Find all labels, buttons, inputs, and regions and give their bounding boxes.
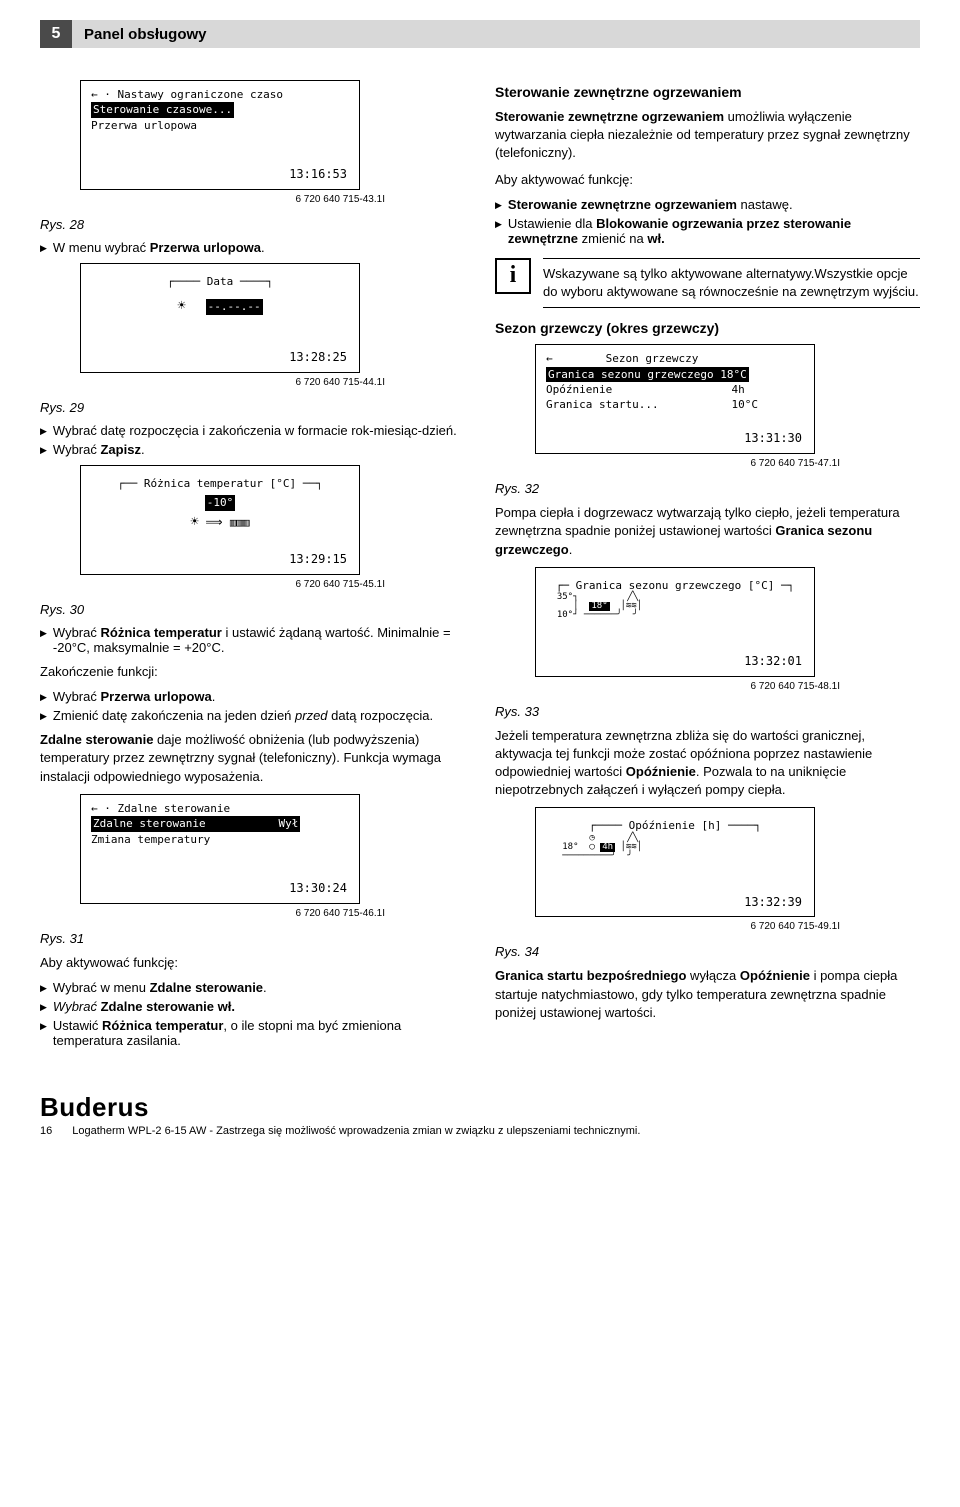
paragraph: Granica startu bezpośredniego wyłącza Op… xyxy=(495,967,920,1022)
lcd-title: Różnica temperatur [°C] xyxy=(144,477,296,490)
info-box: i Wskazywane są tylko aktywowane alterna… xyxy=(495,258,920,308)
lcd-time: 13:28:25 xyxy=(289,349,347,366)
paragraph: Sterowanie zewnętrzne ogrzewaniem umożli… xyxy=(495,108,920,163)
lcd-dashes: --.--.-- xyxy=(206,299,263,314)
lcd-screen-33: ┌─ Granica sezonu grzewczego [°C] ─┐ 35°… xyxy=(535,567,815,677)
sun-icon: ☀ xyxy=(190,514,198,530)
lcd-screen-32: ← Sezon grzewczy Granica sezonu grzewcze… xyxy=(535,344,815,454)
lcd-screen-28: ← · Nastawy ograniczone czaso Sterowanie… xyxy=(80,80,360,190)
figure-label: Rys. 33 xyxy=(495,704,920,719)
lcd-title: Opóźnienie [h] xyxy=(629,819,722,832)
lcd-line: Granica startu... 10°C xyxy=(546,397,804,412)
figure-caption: 6 720 640 715-48.1I xyxy=(495,681,920,692)
bullet-item: Wybrać w menu Zdalne sterowanie. xyxy=(40,980,465,995)
figure-caption: 6 720 640 715-49.1I xyxy=(495,921,920,932)
lcd-line-inverted: Granica sezonu grzewczego 18°C xyxy=(546,367,749,382)
lcd-line: Opóźnienie 4h xyxy=(546,382,804,397)
radiator-icon: ▥▥▥ xyxy=(230,516,250,529)
lcd-screen-34: ┌──── Opóźnienie [h] ────┐ ◷ ╱╲ 18° ◯ 4h… xyxy=(535,807,815,917)
arrow-icon: ⟹ xyxy=(205,515,229,529)
figure-caption: 6 720 640 715-44.1I xyxy=(40,377,465,388)
figure-label: Rys. 34 xyxy=(495,944,920,959)
bullet-item: Wybrać Zdalne sterowanie wł. xyxy=(40,999,465,1014)
paragraph: Zakończenie funkcji: xyxy=(40,663,465,681)
paragraph: Pompa ciepła i dogrzewacz wytwarzają tyl… xyxy=(495,504,920,559)
lcd-time: 13:16:53 xyxy=(289,166,347,183)
brand-logo: Buderus xyxy=(40,1092,640,1123)
figure-label: Rys. 29 xyxy=(40,400,465,415)
lcd-graphic: ◷ ╱╲ 18° ◯ 4h │≋≋│ ─────────╯ ╯ xyxy=(546,834,804,861)
lcd-title: Granica sezonu grzewczego [°C] xyxy=(576,579,775,592)
bullet-item: Zmienić datę zakończenia na jeden dzień … xyxy=(40,708,465,723)
lcd-screen-29: ┌──── Data ────┐ ☀ --.--.-- 13:28:25 xyxy=(80,263,360,373)
figure-caption: 6 720 640 715-45.1I xyxy=(40,579,465,590)
paragraph: Zdalne sterowanie daje możliwość obniżen… xyxy=(40,731,465,786)
lcd-line: ← Sezon grzewczy xyxy=(546,351,804,366)
lcd-time: 13:32:39 xyxy=(744,894,802,911)
section-subtitle: Sterowanie zewnętrzne ogrzewaniem xyxy=(495,84,920,100)
figure-label: Rys. 31 xyxy=(40,931,465,946)
lcd-screen-31: ← · Zdalne sterowanie Zdalne sterowanie … xyxy=(80,794,360,904)
lcd-time: 13:31:30 xyxy=(744,430,802,447)
page-number: 16 xyxy=(40,1125,52,1137)
sun-icon: ☀ xyxy=(177,298,185,314)
section-title: Panel obsługowy xyxy=(72,20,920,48)
lcd-line-inverted: Sterowanie czasowe... xyxy=(91,102,234,117)
bullet-item: Ustawienie dla Blokowanie ogrzewania prz… xyxy=(495,216,920,246)
lcd-screen-30: ┌── Różnica temperatur [°C] ──┐ -10° ☀ ⟹… xyxy=(80,465,360,575)
lcd-time: 13:32:01 xyxy=(744,653,802,670)
lcd-line: Przerwa urlopowa xyxy=(91,118,349,133)
lcd-graphic: 35°┐ ╱╲ │ 18° │≋≋│ 10°┘ ──────╯ ╯ xyxy=(546,593,804,620)
lcd-time: 13:30:24 xyxy=(289,880,347,897)
info-text: Wskazywane są tylko aktywowane alternaty… xyxy=(543,258,920,308)
lcd-line-inverted: Zdalne sterowanie Wył xyxy=(91,816,300,831)
bullet-item: Wybrać Przerwa urlopowa. xyxy=(40,689,465,704)
footer-text: Logatherm WPL-2 6-15 AW - Zastrzega się … xyxy=(72,1125,640,1137)
lcd-title: Data xyxy=(207,275,234,288)
lcd-value: -10° xyxy=(205,495,236,510)
lcd-line: ← · Nastawy ograniczone czaso xyxy=(91,87,349,102)
bullet-item: Ustawić Różnica temperatur, o ile stopni… xyxy=(40,1018,465,1048)
paragraph: Jeżeli temperatura zewnętrzna zbliża się… xyxy=(495,727,920,800)
bullet-item: Wybrać Zapisz. xyxy=(40,442,465,457)
header-bar: 5 Panel obsługowy xyxy=(40,20,920,48)
bullet-item: Wybrać datę rozpoczęcia i zakończenia w … xyxy=(40,423,465,438)
figure-label: Rys. 30 xyxy=(40,602,465,617)
section-subtitle: Sezon grzewczy (okres grzewczy) xyxy=(495,320,920,336)
lcd-time: 13:29:15 xyxy=(289,551,347,568)
bullet-item: Sterowanie zewnętrzne ogrzewaniem nastaw… xyxy=(495,197,920,212)
lcd-line: Zmiana temperatury xyxy=(91,832,349,847)
lcd-line: ← · Zdalne sterowanie xyxy=(91,801,349,816)
info-icon: i xyxy=(495,258,531,294)
bullet-item: W menu wybrać Przerwa urlopowa. xyxy=(40,240,465,255)
footer: Buderus 16 Logatherm WPL-2 6-15 AW - Zas… xyxy=(40,1092,920,1137)
section-number: 5 xyxy=(40,20,72,48)
figure-label: Rys. 28 xyxy=(40,217,465,232)
figure-label: Rys. 32 xyxy=(495,481,920,496)
figure-caption: 6 720 640 715-43.1I xyxy=(40,194,465,205)
paragraph: Aby aktywować funkcję: xyxy=(495,171,920,189)
figure-caption: 6 720 640 715-46.1I xyxy=(40,908,465,919)
bullet-item: Wybrać Różnica temperatur i ustawić żąda… xyxy=(40,625,465,655)
figure-caption: 6 720 640 715-47.1I xyxy=(495,458,920,469)
paragraph: Aby aktywować funkcję: xyxy=(40,954,465,972)
